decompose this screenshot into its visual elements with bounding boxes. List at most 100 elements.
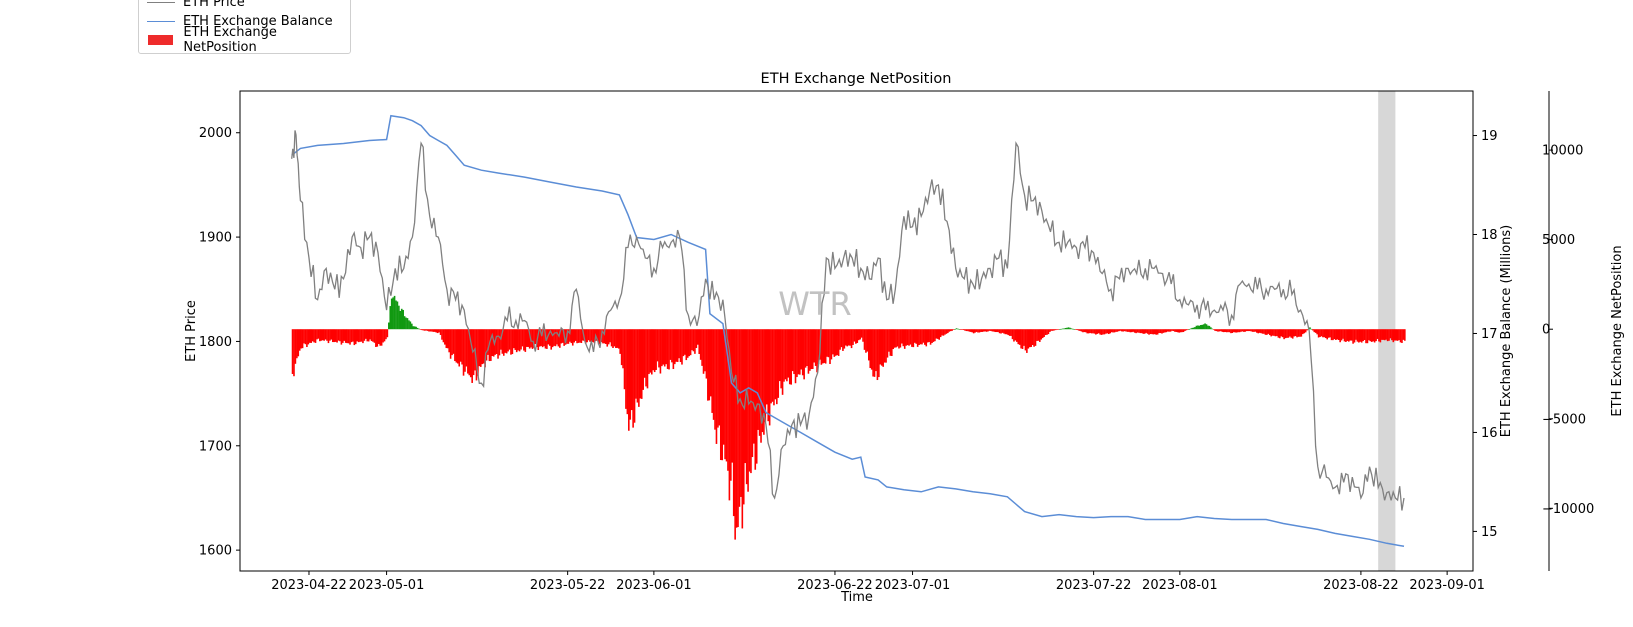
netposition-bar [1237, 329, 1239, 333]
netposition-bar [369, 329, 371, 340]
x-tick-label: 2023-05-22 [530, 578, 606, 593]
netposition-bar [1211, 328, 1214, 330]
netposition-bar [1084, 329, 1087, 333]
netposition-bar [1099, 329, 1101, 335]
netposition-bar [605, 329, 607, 344]
netposition-bar [707, 329, 709, 401]
netposition-bar [439, 329, 442, 335]
netposition-bar [1284, 329, 1287, 339]
netposition-bar [1268, 329, 1271, 336]
netposition-bar [866, 329, 869, 352]
netposition-bar [571, 329, 574, 346]
netposition-bar [1208, 325, 1211, 330]
netposition-bar [310, 329, 313, 343]
netposition-bar [688, 329, 690, 357]
netposition-bar [1020, 329, 1022, 349]
netposition-bar [1340, 329, 1343, 341]
netposition-bar [372, 329, 374, 342]
netposition-bar [1330, 329, 1333, 341]
netposition-bar [1385, 329, 1387, 340]
netposition-bar [1230, 329, 1232, 334]
netposition-bar [1125, 329, 1127, 332]
netposition-bar [880, 329, 883, 366]
netposition-bar [326, 329, 328, 341]
netposition-bar [738, 329, 741, 507]
netposition-bar [1178, 329, 1180, 333]
netposition-bar [1303, 329, 1306, 334]
netposition-bar [1112, 329, 1114, 333]
y-right1-tick-label: 17 [1481, 327, 1498, 342]
netposition-bar [1024, 329, 1027, 351]
netposition-bar [745, 329, 748, 485]
netposition-bar [1312, 329, 1314, 331]
netposition-bar [459, 329, 462, 362]
netposition-bar [551, 329, 554, 348]
netposition-bar [663, 329, 666, 367]
netposition-bar [1106, 329, 1109, 334]
netposition-bar [579, 329, 581, 343]
netposition-bar [306, 329, 308, 348]
netposition-bar [793, 329, 795, 375]
netposition-bar [1118, 329, 1120, 332]
netposition-bar [398, 305, 400, 330]
netposition-bar [671, 329, 673, 363]
netposition-bar [561, 329, 564, 343]
netposition-bar [638, 329, 640, 407]
netposition-bar [1335, 329, 1337, 340]
netposition-bar [518, 329, 521, 352]
netposition-bar [1008, 329, 1011, 336]
netposition-bar [908, 329, 910, 346]
netposition-bar [1151, 329, 1153, 335]
netposition-bar [375, 329, 377, 347]
netposition-bar [826, 329, 828, 357]
netposition-bar [1000, 329, 1002, 334]
netposition-bar [980, 329, 982, 332]
netposition-bar [504, 329, 507, 353]
legend-price-swatch [147, 1, 175, 3]
netposition-bar [968, 329, 971, 332]
netposition-bar [1162, 329, 1165, 333]
netposition-bar [399, 310, 402, 330]
netposition-bar [964, 329, 966, 331]
netposition-bar [1096, 329, 1099, 334]
netposition-bar [931, 329, 933, 344]
netposition-bar [421, 329, 423, 331]
netposition-bar [324, 329, 327, 340]
netposition-bar [843, 329, 846, 349]
netposition-bar [850, 329, 853, 349]
netposition-bar [1222, 329, 1225, 333]
netposition-bar [1159, 329, 1162, 334]
netposition-bar [938, 329, 941, 340]
netposition-bar [1309, 327, 1311, 330]
netposition-bar [1082, 329, 1084, 333]
netposition-bar [725, 329, 728, 462]
netposition-bar [783, 329, 785, 382]
netposition-bar [386, 329, 389, 338]
netposition-bar [675, 329, 678, 362]
netposition-bar [458, 329, 461, 367]
netposition-bar [804, 329, 807, 368]
netposition-bar [939, 329, 942, 338]
netposition-bar [294, 329, 297, 364]
netposition-bar [412, 326, 415, 330]
netposition-bar [1399, 329, 1402, 343]
netposition-bar [380, 329, 383, 346]
netposition-bar [580, 329, 583, 343]
netposition-bar [801, 329, 804, 376]
netposition-bar [298, 329, 301, 351]
netposition-bar [523, 329, 525, 351]
netposition-bar [1319, 329, 1321, 337]
netposition-bar [1277, 329, 1280, 338]
y-right1-tick-label: 15 [1481, 525, 1498, 540]
netposition-bar [1260, 329, 1262, 334]
netposition-bar [1010, 329, 1012, 336]
netposition-bar [767, 329, 769, 422]
netposition-bar [925, 329, 928, 347]
netposition-bar [863, 329, 866, 350]
netposition-bar [652, 329, 655, 371]
netposition-bar [807, 329, 810, 374]
netposition-bar [1366, 329, 1369, 344]
netposition-bar [557, 329, 560, 347]
netposition-bar [1126, 329, 1129, 332]
